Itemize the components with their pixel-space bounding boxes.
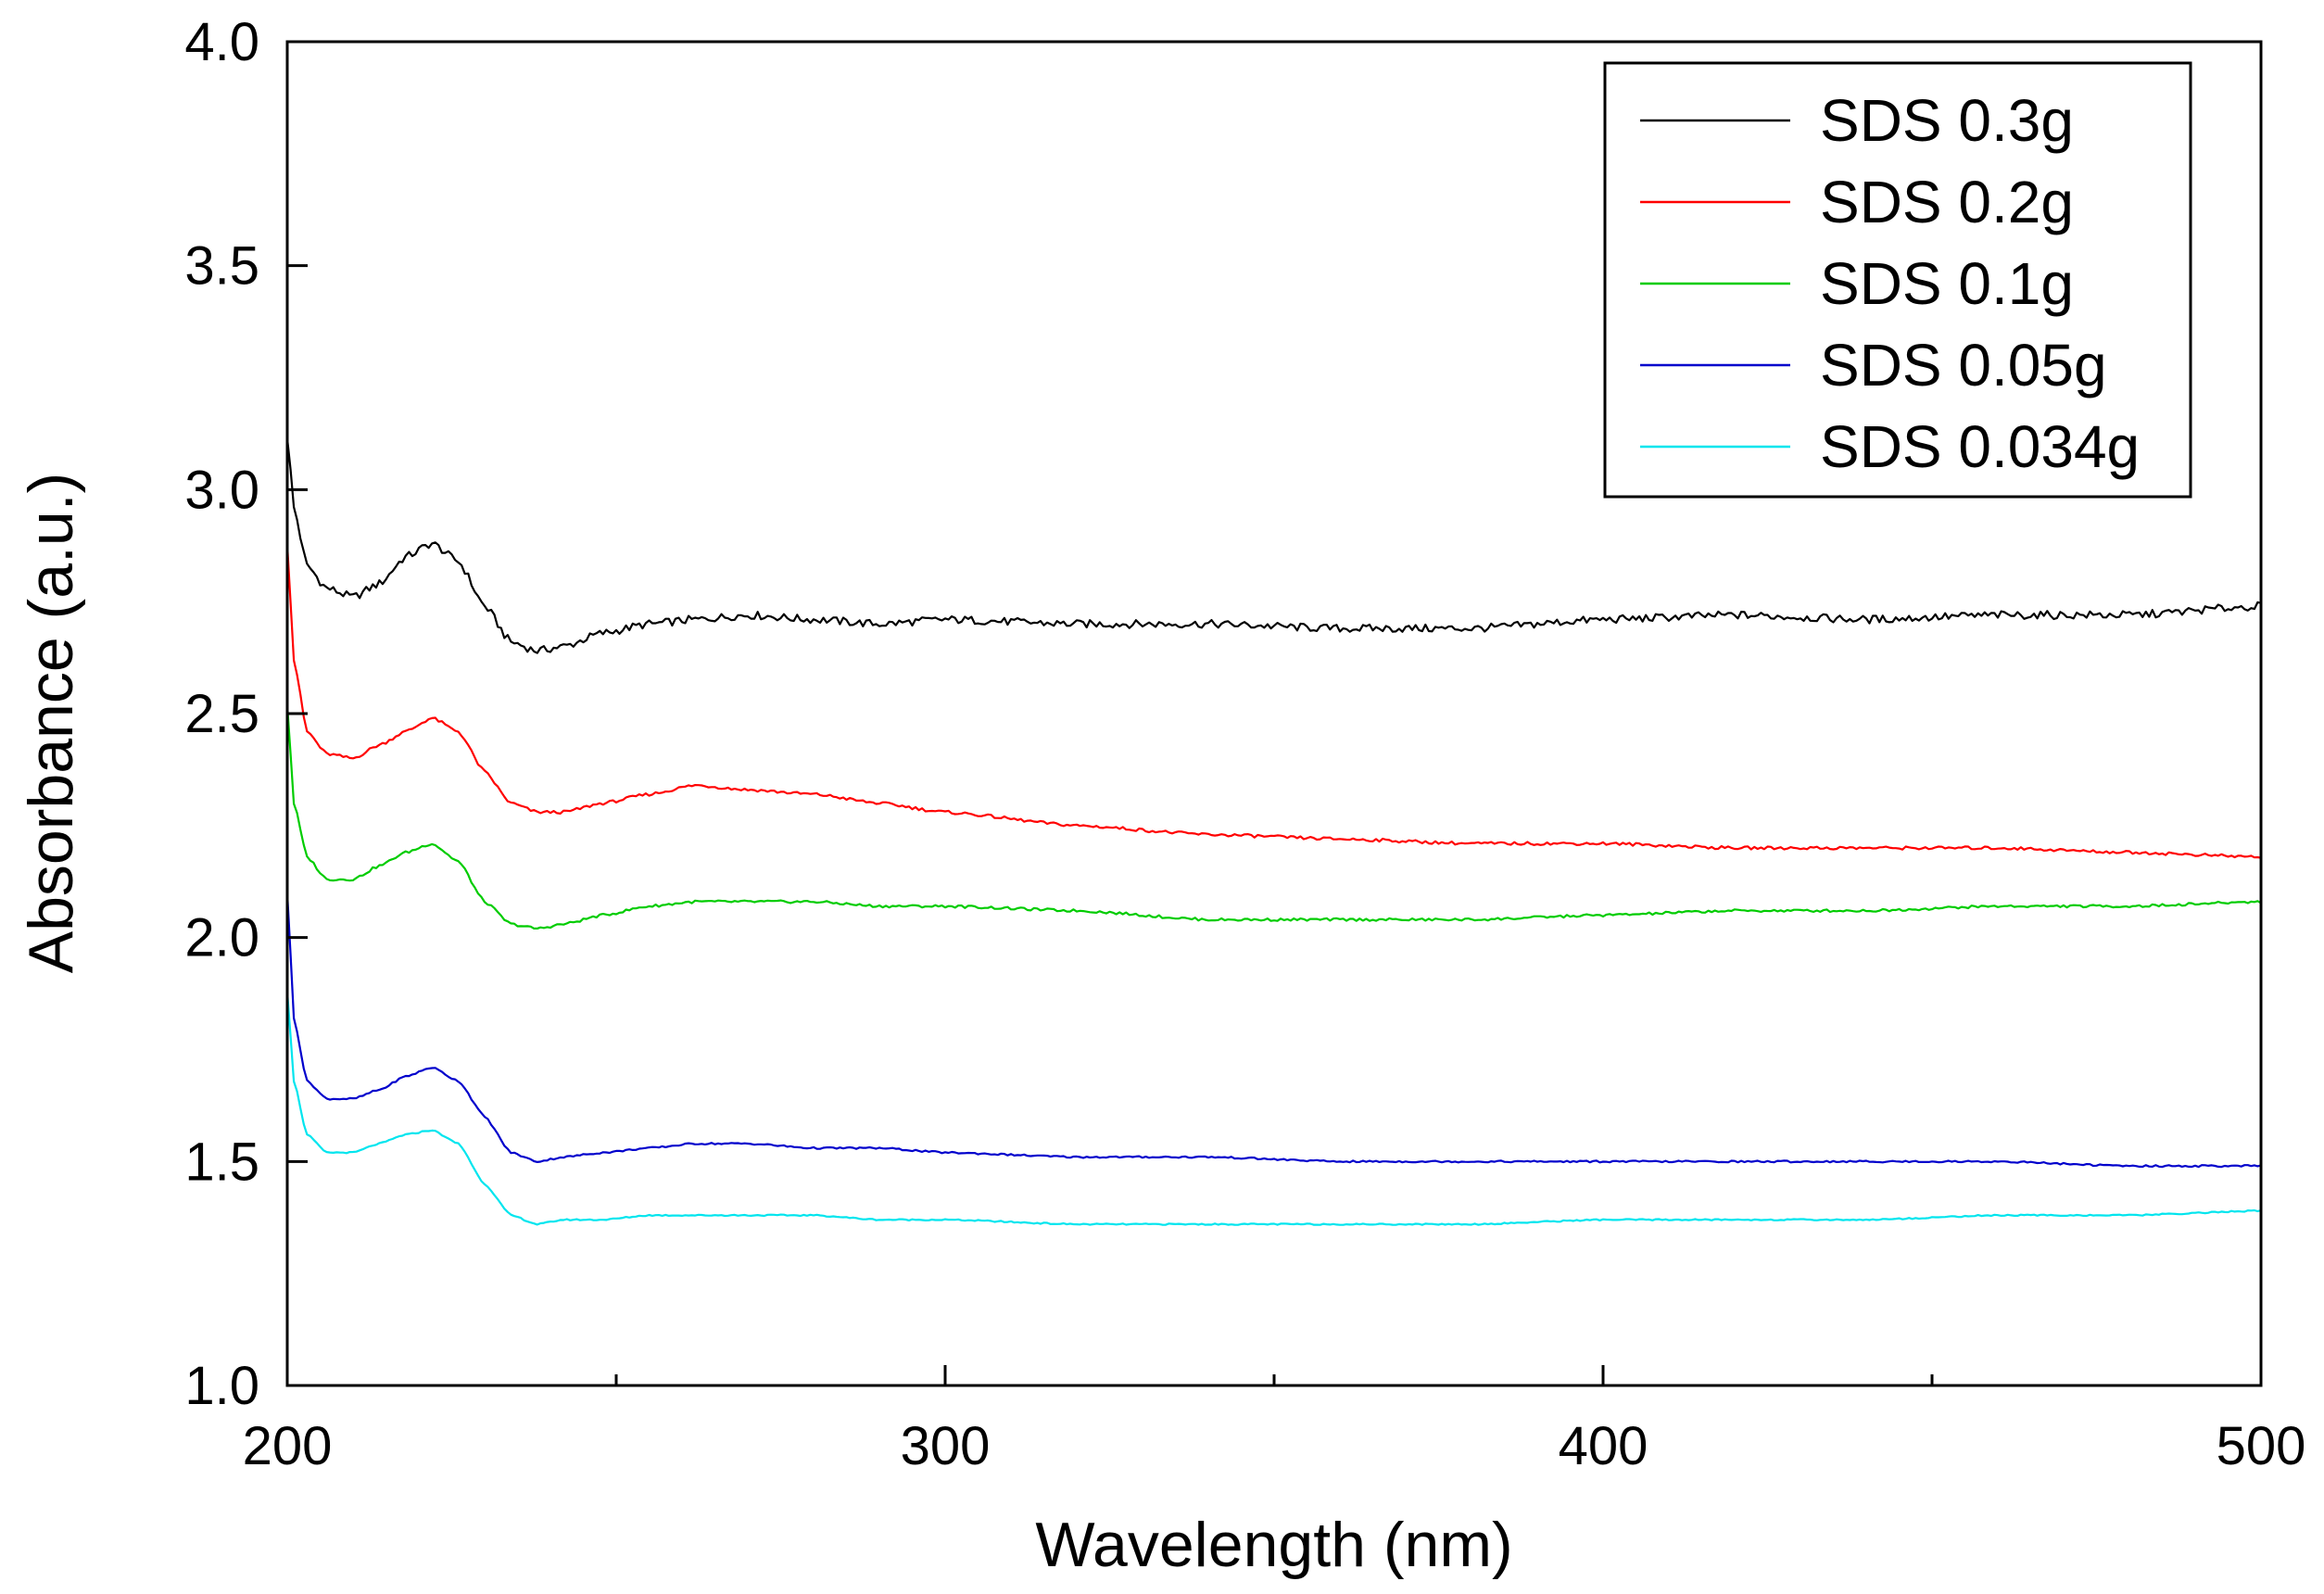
series-layer: [285, 437, 2262, 1226]
x-tick-label: 200: [243, 1416, 333, 1476]
series-line-1: [285, 437, 2262, 654]
x-axis-label: Wavelength (nm): [1035, 1510, 1512, 1580]
x-tick-label: 400: [1559, 1416, 1648, 1476]
y-tick-label: 3.5: [184, 236, 259, 297]
y-tick-label: 3.0: [184, 460, 259, 520]
legend-label: SDS 0.3g: [1820, 87, 2074, 154]
legend-label: SDS 0.05g: [1820, 332, 2107, 398]
y-tick-label: 1.0: [184, 1356, 259, 1416]
y-tick-label: 2.5: [184, 684, 259, 744]
y-tick-label: 2.0: [184, 908, 259, 968]
legend-box: [1603, 61, 2192, 499]
legend-label: SDS 0.034g: [1820, 413, 2140, 480]
y-tick-label: 1.5: [184, 1132, 259, 1192]
legend: SDS 0.3g SDS 0.2g SDS 0.1g SDS 0.05g SDS 0.0…: [1603, 61, 2192, 499]
y-tick-label: 4.0: [184, 12, 259, 72]
x-tick-label: 300: [901, 1416, 991, 1476]
legend-label: SDS 0.2g: [1820, 169, 2074, 235]
series-line-4: [285, 892, 2262, 1169]
series-line-5: [285, 992, 2262, 1226]
x-tick-label: 500: [2217, 1416, 2306, 1476]
y-axis-label: Absorbance (a.u.): [16, 473, 86, 974]
series-line-3: [285, 704, 2262, 930]
series-line-2: [285, 544, 2262, 859]
legend-label: SDS 0.1g: [1820, 250, 2074, 317]
ticks-layer: 200 300 400 500 1.0 1.5 2.0 2.5 3.0 3.5 4.0: [184, 12, 2305, 1476]
